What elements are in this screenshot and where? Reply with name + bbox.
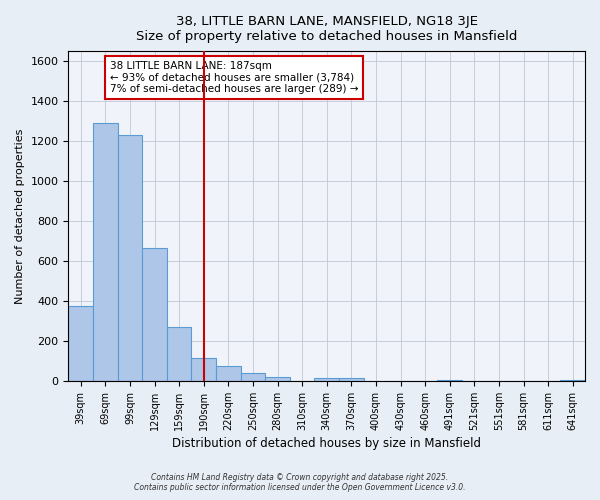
Bar <box>142 248 167 381</box>
X-axis label: Distribution of detached houses by size in Mansfield: Distribution of detached houses by size … <box>172 437 481 450</box>
Bar <box>314 378 339 381</box>
Y-axis label: Number of detached properties: Number of detached properties <box>15 128 25 304</box>
Bar <box>339 378 364 381</box>
Bar <box>191 358 216 381</box>
Bar <box>118 135 142 381</box>
Bar <box>560 380 585 381</box>
Bar <box>216 366 241 381</box>
Text: 38 LITTLE BARN LANE: 187sqm
← 93% of detached houses are smaller (3,784)
7% of s: 38 LITTLE BARN LANE: 187sqm ← 93% of det… <box>110 61 358 94</box>
Text: Contains HM Land Registry data © Crown copyright and database right 2025.
Contai: Contains HM Land Registry data © Crown c… <box>134 472 466 492</box>
Bar <box>93 123 118 381</box>
Bar <box>241 373 265 381</box>
Bar <box>265 377 290 381</box>
Bar <box>437 380 462 381</box>
Title: 38, LITTLE BARN LANE, MANSFIELD, NG18 3JE
Size of property relative to detached : 38, LITTLE BARN LANE, MANSFIELD, NG18 3J… <box>136 15 517 43</box>
Bar <box>167 327 191 381</box>
Bar <box>68 306 93 381</box>
